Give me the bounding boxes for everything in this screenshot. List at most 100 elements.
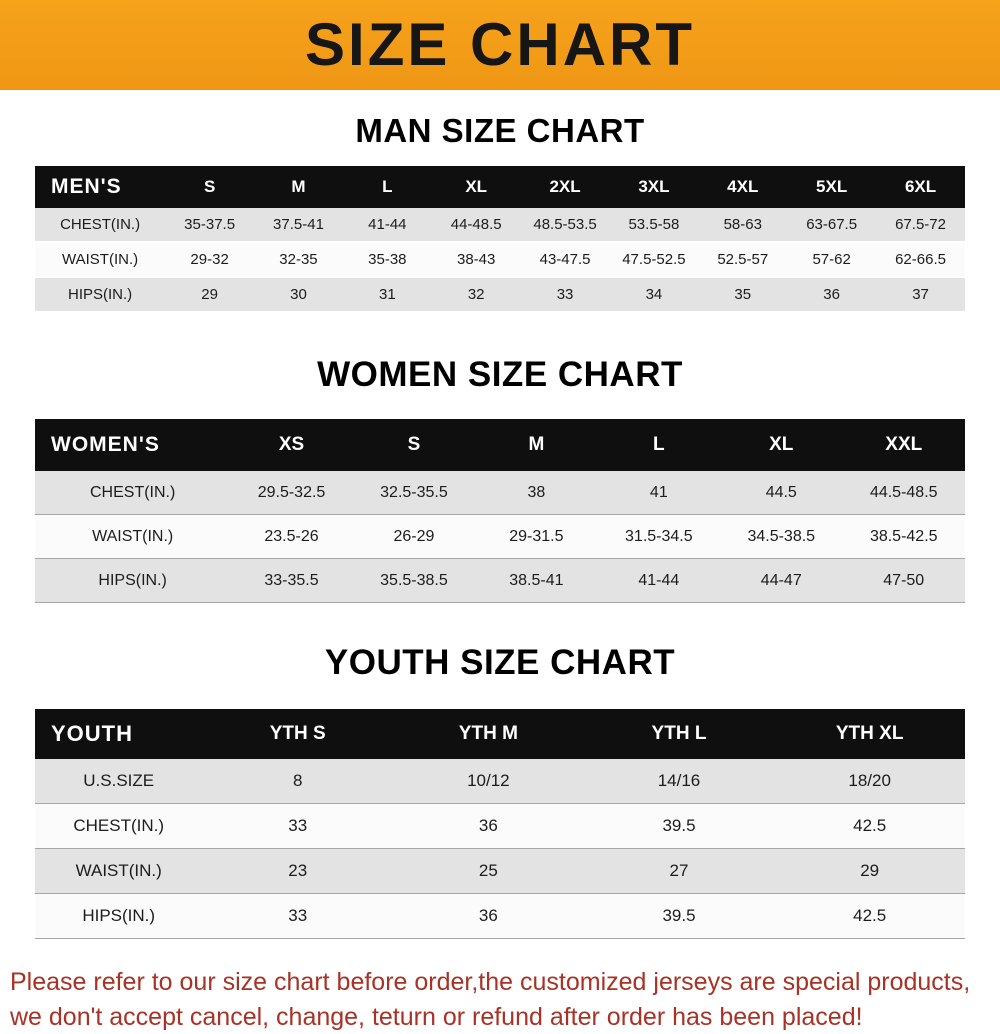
men-header-cell: 6XL: [876, 166, 965, 208]
men-row-label: WAIST(IN.): [35, 242, 165, 277]
women-cell: 26-29: [353, 515, 475, 559]
women-cell: 44.5-48.5: [842, 471, 965, 515]
men-size-table: MEN'S S M L XL 2XL 3XL 4XL 5XL 6XL CHEST…: [35, 166, 965, 313]
women-row-label: WAIST(IN.): [35, 515, 230, 559]
table-row: CHEST(IN.) 35-37.5 37.5-41 41-44 44-48.5…: [35, 208, 965, 242]
men-cell: 58-63: [698, 208, 787, 242]
table-row: CHEST(IN.) 29.5-32.5 32.5-35.5 38 41 44.…: [35, 471, 965, 515]
youth-cell: 18/20: [774, 759, 965, 804]
footer-line-1: Please refer to our size chart before or…: [10, 965, 990, 1000]
men-row-label: CHEST(IN.): [35, 208, 165, 242]
men-cell: 35-37.5: [165, 208, 254, 242]
youth-cell: 14/16: [584, 759, 775, 804]
women-cell: 29.5-32.5: [230, 471, 352, 515]
youth-cell: 33: [202, 894, 393, 939]
women-cell: 33-35.5: [230, 559, 352, 603]
banner: SIZE CHART: [0, 0, 1000, 90]
men-table-name: MEN'S: [35, 166, 165, 208]
men-section-title: MAN SIZE CHART: [0, 112, 1000, 150]
youth-cell: 25: [393, 849, 584, 894]
women-cell: 32.5-35.5: [353, 471, 475, 515]
table-row: WAIST(IN.) 23.5-26 26-29 29-31.5 31.5-34…: [35, 515, 965, 559]
men-cell: 62-66.5: [876, 242, 965, 277]
youth-row-label: WAIST(IN.): [35, 849, 202, 894]
women-cell: 41-44: [598, 559, 720, 603]
footer-line-2: we don't accept cancel, change, teturn o…: [10, 1000, 990, 1034]
women-header-cell: XS: [230, 419, 352, 471]
men-cell: 34: [609, 277, 698, 312]
women-section-title: WOMEN SIZE CHART: [0, 355, 1000, 395]
men-cell: 67.5-72: [876, 208, 965, 242]
men-cell: 29-32: [165, 242, 254, 277]
men-cell: 47.5-52.5: [609, 242, 698, 277]
women-cell: 34.5-38.5: [720, 515, 842, 559]
women-header-row: WOMEN'S XS S M L XL XXL: [35, 419, 965, 471]
women-cell: 29-31.5: [475, 515, 597, 559]
men-header-cell: XL: [432, 166, 521, 208]
youth-table-name: YOUTH: [35, 709, 202, 759]
women-size-table: WOMEN'S XS S M L XL XXL CHEST(IN.) 29.5-…: [35, 419, 965, 603]
youth-header-cell: YTH M: [393, 709, 584, 759]
men-cell: 48.5-53.5: [521, 208, 610, 242]
youth-header-cell: YTH L: [584, 709, 775, 759]
table-row: WAIST(IN.) 29-32 32-35 35-38 38-43 43-47…: [35, 242, 965, 277]
youth-cell: 42.5: [774, 804, 965, 849]
women-cell: 41: [598, 471, 720, 515]
men-cell: 29: [165, 277, 254, 312]
table-row: U.S.SIZE 8 10/12 14/16 18/20: [35, 759, 965, 804]
women-header-cell: L: [598, 419, 720, 471]
table-row: HIPS(IN.) 33-35.5 35.5-38.5 38.5-41 41-4…: [35, 559, 965, 603]
men-header-cell: 4XL: [698, 166, 787, 208]
men-header-row: MEN'S S M L XL 2XL 3XL 4XL 5XL 6XL: [35, 166, 965, 208]
women-cell: 38.5-42.5: [842, 515, 965, 559]
table-row: WAIST(IN.) 23 25 27 29: [35, 849, 965, 894]
men-cell: 43-47.5: [521, 242, 610, 277]
men-row-label: HIPS(IN.): [35, 277, 165, 312]
men-cell: 38-43: [432, 242, 521, 277]
men-cell: 63-67.5: [787, 208, 876, 242]
men-cell: 52.5-57: [698, 242, 787, 277]
women-header-cell: S: [353, 419, 475, 471]
men-header-cell: M: [254, 166, 343, 208]
youth-header-cell: YTH XL: [774, 709, 965, 759]
youth-cell: 27: [584, 849, 775, 894]
men-cell: 35-38: [343, 242, 432, 277]
table-row: HIPS(IN.) 29 30 31 32 33 34 35 36 37: [35, 277, 965, 312]
men-cell: 31: [343, 277, 432, 312]
youth-cell: 23: [202, 849, 393, 894]
youth-cell: 39.5: [584, 804, 775, 849]
youth-size-table: YOUTH YTH S YTH M YTH L YTH XL U.S.SIZE …: [35, 709, 965, 939]
youth-cell: 42.5: [774, 894, 965, 939]
men-cell: 36: [787, 277, 876, 312]
men-cell: 35: [698, 277, 787, 312]
women-header-cell: XXL: [842, 419, 965, 471]
men-header-cell: 2XL: [521, 166, 610, 208]
women-cell: 47-50: [842, 559, 965, 603]
youth-row-label: U.S.SIZE: [35, 759, 202, 804]
men-cell: 41-44: [343, 208, 432, 242]
table-row: HIPS(IN.) 33 36 39.5 42.5: [35, 894, 965, 939]
women-cell: 44.5: [720, 471, 842, 515]
men-header-cell: 3XL: [609, 166, 698, 208]
men-header-cell: L: [343, 166, 432, 208]
men-header-cell: S: [165, 166, 254, 208]
youth-header-row: YOUTH YTH S YTH M YTH L YTH XL: [35, 709, 965, 759]
men-cell: 53.5-58: [609, 208, 698, 242]
youth-section-title: YOUTH SIZE CHART: [0, 643, 1000, 683]
men-cell: 44-48.5: [432, 208, 521, 242]
youth-cell: 39.5: [584, 894, 775, 939]
youth-cell: 33: [202, 804, 393, 849]
banner-title: SIZE CHART: [305, 15, 695, 75]
women-table-name: WOMEN'S: [35, 419, 230, 471]
women-cell: 38: [475, 471, 597, 515]
men-cell: 57-62: [787, 242, 876, 277]
women-cell: 35.5-38.5: [353, 559, 475, 603]
table-row: CHEST(IN.) 33 36 39.5 42.5: [35, 804, 965, 849]
youth-cell: 36: [393, 804, 584, 849]
youth-cell: 36: [393, 894, 584, 939]
men-cell: 37: [876, 277, 965, 312]
men-cell: 32: [432, 277, 521, 312]
women-row-label: HIPS(IN.): [35, 559, 230, 603]
youth-cell: 8: [202, 759, 393, 804]
women-cell: 44-47: [720, 559, 842, 603]
